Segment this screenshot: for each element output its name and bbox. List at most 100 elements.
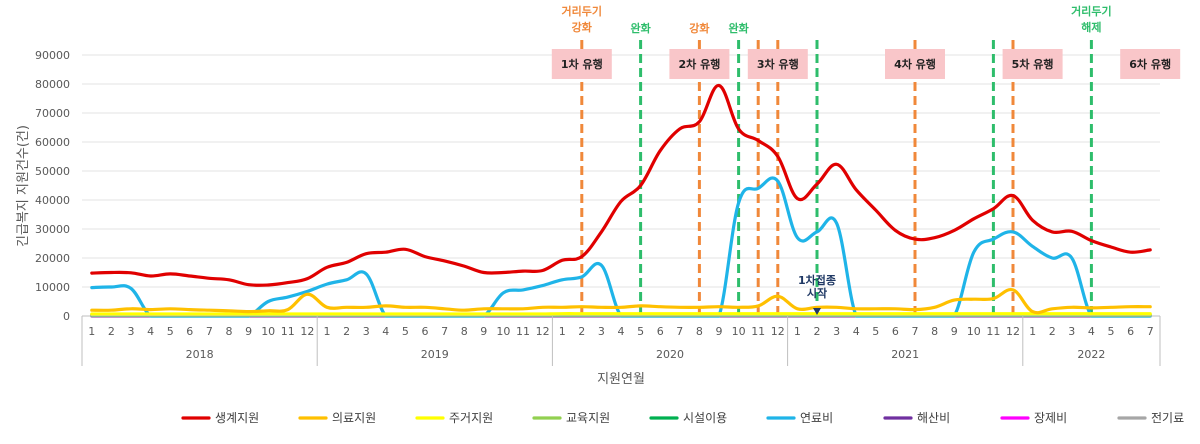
gridlines: [82, 54, 1160, 317]
x-tick-label: 3: [1068, 325, 1075, 338]
x-tick-label: 5: [872, 325, 879, 338]
policy-label: 거리두기: [562, 4, 602, 18]
x-tick-label: 11: [516, 325, 530, 338]
vaccination-arrow-icon: [813, 308, 821, 315]
legend-label: 주거지원: [449, 411, 493, 425]
year-label: 2019: [421, 348, 449, 361]
x-tick-label: 8: [696, 325, 703, 338]
x-tick-label: 1: [1029, 325, 1036, 338]
series-line: [90, 176, 1152, 318]
x-tick-label: 6: [657, 325, 664, 338]
y-axis-title: 긴급복지 지원건수(건): [16, 125, 31, 247]
y-axis-tick-labels: 0 10000 20000 30000 40000 50000 60000 70000 8000…: [35, 49, 70, 323]
wave-label: 2차 유행: [678, 57, 720, 71]
y-tick-label: 20000: [35, 252, 70, 265]
x-tick-label: 5: [402, 325, 409, 338]
y-tick-label: 80000: [35, 78, 70, 91]
y-tick-label: 90000: [35, 49, 70, 62]
x-tick-label: 6: [892, 325, 899, 338]
wave-label: 5차 유행: [1012, 57, 1054, 71]
x-axis-title: 지원연월: [597, 372, 645, 387]
wave-label-bg: [669, 49, 730, 79]
wave-label-bg: [1120, 49, 1181, 79]
x-tick-label: 10: [967, 325, 981, 338]
wave-label: 3차 유행: [757, 57, 799, 71]
legend-label: 생계지원: [215, 411, 259, 425]
y-tick-label: 50000: [35, 165, 70, 178]
x-tick-label: 4: [853, 325, 860, 338]
wave-label: 4차 유행: [894, 57, 936, 71]
x-tick-label: 4: [382, 325, 389, 338]
x-tick-label: 10: [496, 325, 510, 338]
x-tick-label: 10: [261, 325, 275, 338]
y-tick-label: 0: [63, 310, 70, 323]
x-tick-label: 2: [578, 325, 585, 338]
wave-labels: 1차 유행 2차 유행 3차 유행 4차 유행 5차 유행 6차 유행: [551, 49, 1181, 79]
y-tick-label: 10000: [35, 281, 70, 294]
series-line: [90, 83, 1152, 287]
x-tick-label: 9: [480, 325, 487, 338]
series-line: [90, 287, 1152, 315]
policy-label: 거리두기: [1071, 4, 1111, 18]
x-tick-label: 2: [108, 325, 115, 338]
x-tick-label: 7: [441, 325, 448, 338]
x-tick-label: 12: [1006, 325, 1020, 338]
x-tick-label: 11: [986, 325, 1000, 338]
y-tick-label: 30000: [35, 223, 70, 236]
policy-label: 강화: [572, 20, 592, 34]
x-tick-label: 4: [618, 325, 625, 338]
x-tick-label: 7: [206, 325, 213, 338]
x-tick-label: 1: [794, 325, 801, 338]
x-tick-label: 7: [912, 325, 919, 338]
x-tick-label: 6: [1127, 325, 1134, 338]
y-tick-label: 40000: [35, 194, 70, 207]
x-tick-label: 8: [931, 325, 938, 338]
x-tick-label: 10: [732, 325, 746, 338]
x-tick-label: 7: [676, 325, 683, 338]
x-tick-label: 7: [1147, 325, 1154, 338]
y-tick-label: 60000: [35, 136, 70, 149]
x-tick-label: 2: [343, 325, 350, 338]
x-tick-label: 12: [771, 325, 785, 338]
legend-label: 연료비: [800, 411, 833, 425]
legend-label: 시설이용: [683, 411, 727, 425]
vaccination-label: 시작: [807, 286, 827, 300]
x-tick-label: 8: [461, 325, 468, 338]
x-axis: 1 2 3 4 5 6 7 8 9 10 11 12 1 2 3 4 5 6 7 8 9 10 11 12 1 2 3 4 5 6 7 8 9 1…: [81, 315, 1161, 366]
x-tick-label: 9: [716, 325, 723, 338]
x-tick-label: 2: [814, 325, 821, 338]
x-tick-label: 6: [422, 325, 429, 338]
x-tick-label: 11: [281, 325, 295, 338]
legend: 생계지원 의료지원 주거지원 교육지원 시설이용 연료비 해산비 장제비 전기료: [181, 411, 1184, 425]
wave-label-bg: [885, 49, 945, 79]
x-tick-label: 9: [245, 325, 252, 338]
policy-label: 강화: [689, 21, 709, 35]
y-tick-label: 70000: [35, 107, 70, 120]
x-tick-label: 5: [637, 325, 644, 338]
legend-label: 의료지원: [332, 411, 376, 425]
year-label: 2018: [186, 348, 214, 361]
x-tick-label: 1: [88, 325, 95, 338]
x-tick-label: 9: [951, 325, 958, 338]
wave-label-bg: [747, 49, 808, 79]
legend-label: 장제비: [1034, 411, 1067, 425]
wave-label-bg: [1002, 49, 1063, 79]
x-tick-label: 12: [536, 325, 550, 338]
x-tick-label: 4: [147, 325, 154, 338]
wave-label: 1차 유행: [561, 57, 603, 71]
policy-label: 완화: [630, 21, 650, 35]
wave-label: 6차 유행: [1129, 57, 1171, 71]
x-tick-label: 1: [324, 325, 331, 338]
x-tick-label: 6: [186, 325, 193, 338]
x-tick-label: 4: [1088, 325, 1095, 338]
legend-label: 교육지원: [566, 411, 610, 425]
x-tick-label: 5: [167, 325, 174, 338]
year-label: 2020: [656, 348, 684, 361]
x-tick-label: 2: [1049, 325, 1056, 338]
x-tick-label: 8: [226, 325, 233, 338]
legend-label: 전기료: [1151, 411, 1184, 425]
year-label: 2022: [1077, 348, 1105, 361]
